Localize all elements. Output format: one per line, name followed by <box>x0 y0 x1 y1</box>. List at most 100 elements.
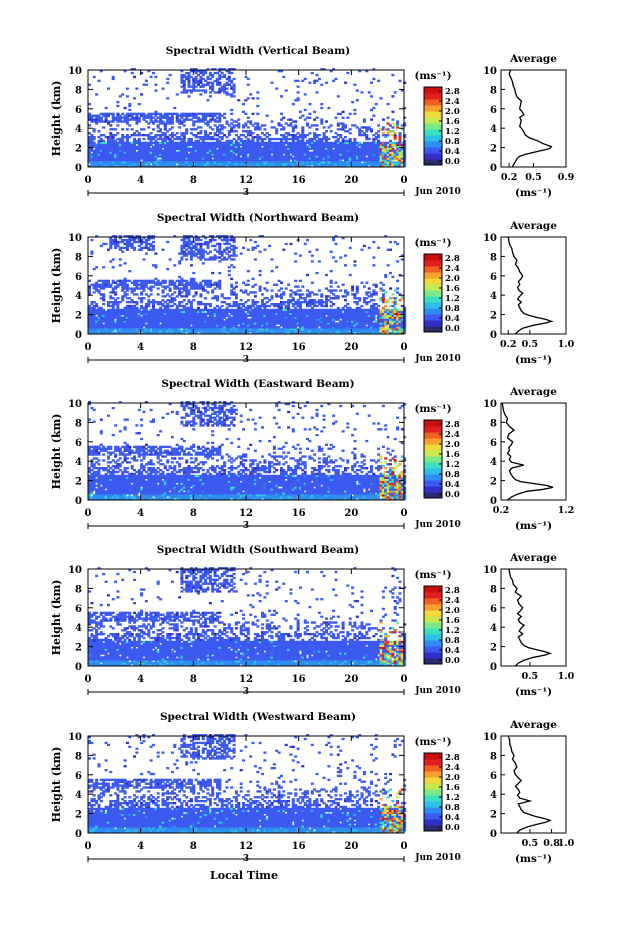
heatmap-cell <box>199 130 203 133</box>
heatmap-cell <box>178 320 182 323</box>
heatmap-cell <box>163 132 167 135</box>
heatmap-cell <box>149 310 153 313</box>
heatmap-cell <box>170 165 174 168</box>
heatmap-cell <box>90 159 94 162</box>
heatmap-cell <box>189 149 193 152</box>
heatmap-cell <box>263 141 267 145</box>
heatmap-cell <box>88 136 91 139</box>
heatmap-cell <box>111 289 115 292</box>
heatmap-cell <box>367 91 371 94</box>
heatmap-cell <box>372 163 376 166</box>
heatmap-cell <box>121 240 125 244</box>
heatmap-cell <box>128 322 132 325</box>
heatmap-cell <box>322 165 326 168</box>
heatmap-cell <box>391 153 395 156</box>
heatmap-cell <box>294 157 298 160</box>
heatmap-cell <box>173 303 177 306</box>
heatmap-cell <box>173 264 177 267</box>
heatmap-cell <box>287 118 291 121</box>
heatmap-cell <box>107 281 110 284</box>
heatmap-cell <box>118 316 122 319</box>
heatmap-cell <box>88 324 91 327</box>
heatmap-cell <box>256 147 260 150</box>
heatmap-cell <box>156 116 160 119</box>
heatmap-cell <box>317 137 321 141</box>
heatmap-cell <box>133 112 136 115</box>
heatmap-cell <box>213 248 217 251</box>
heatmap-cell <box>123 310 127 313</box>
heatmap-ylabel: Height (km) <box>50 81 63 157</box>
heatmap-cell <box>116 101 120 104</box>
heatmap-cell <box>107 304 110 308</box>
heatmap-cell <box>216 163 219 166</box>
heatmap-cell <box>362 153 366 156</box>
heatmap-cell <box>194 139 198 143</box>
heatmap-cell <box>92 149 96 152</box>
heatmap-cell <box>116 242 120 246</box>
heatmap-cell <box>317 145 321 148</box>
heatmap-cell <box>185 89 189 92</box>
heatmap-cell <box>111 137 115 141</box>
heatmap-cell <box>284 141 288 145</box>
heatmap-cell <box>277 151 281 154</box>
heatmap-cell <box>152 264 155 267</box>
heatmap-cell <box>159 163 163 166</box>
heatmap-cell <box>197 153 200 156</box>
heatmap-cell <box>152 304 155 308</box>
heatmap-cell <box>118 141 122 145</box>
heatmap-cell <box>391 163 395 166</box>
heatmap-cell <box>249 149 253 152</box>
heatmap-cell <box>275 266 279 269</box>
heatmap-cell <box>130 151 134 154</box>
heatmap-cell <box>159 116 163 119</box>
heatmap-cell <box>258 155 262 158</box>
heatmap-cell <box>168 153 172 156</box>
heatmap-cell <box>317 161 321 164</box>
heatmap-cell <box>277 70 281 73</box>
heatmap-cell <box>97 143 101 146</box>
heatmap-cell <box>147 312 151 315</box>
heatmap-cell <box>161 141 165 145</box>
heatmap-cell <box>208 136 212 139</box>
heatmap-cell <box>351 161 355 164</box>
heatmap-cell <box>107 153 110 156</box>
heatmap-cell <box>130 68 134 71</box>
heatmap-cell <box>313 153 317 156</box>
heatmap-xtick-label: 0 <box>85 175 92 186</box>
heatmap-cell <box>140 128 144 131</box>
heatmap-cell <box>187 71 191 75</box>
heatmap-title: Spectral Width (Northward Beam) <box>157 212 359 224</box>
heatmap-cell <box>92 306 96 310</box>
heatmap-cell <box>194 136 198 139</box>
heatmap-cell <box>92 328 96 331</box>
heatmap-cell <box>102 287 106 290</box>
heatmap-cell <box>308 155 312 158</box>
heatmap-cell <box>398 163 402 166</box>
heatmap-cell <box>166 332 170 335</box>
heatmap-cell <box>180 122 184 125</box>
heatmap-cell <box>92 165 96 168</box>
heatmap-cell <box>180 322 184 325</box>
heatmap-cell <box>170 114 174 117</box>
heatmap-cell <box>161 328 165 331</box>
heatmap-cell <box>166 163 170 166</box>
heatmap-cell <box>121 320 125 323</box>
heatmap-cell <box>199 163 203 166</box>
heatmap-cell <box>152 235 155 238</box>
heatmap-cell <box>256 136 260 139</box>
heatmap-cell <box>201 149 205 152</box>
heatmap-cell <box>149 330 153 333</box>
heatmap-cell <box>161 116 165 119</box>
heatmap-cell <box>298 303 302 306</box>
heatmap-cell <box>178 149 182 152</box>
heatmap-cell <box>152 157 155 160</box>
heatmap-cell <box>154 161 158 164</box>
heatmap-cell <box>114 244 118 248</box>
heatmap-cell <box>351 159 355 162</box>
heatmap-cell <box>315 116 319 119</box>
heatmap-cell <box>256 112 260 115</box>
heatmap-cell <box>251 157 255 160</box>
heatmap-cell <box>156 312 160 315</box>
heatmap-cell <box>142 149 146 152</box>
heatmap-cell <box>116 112 120 115</box>
